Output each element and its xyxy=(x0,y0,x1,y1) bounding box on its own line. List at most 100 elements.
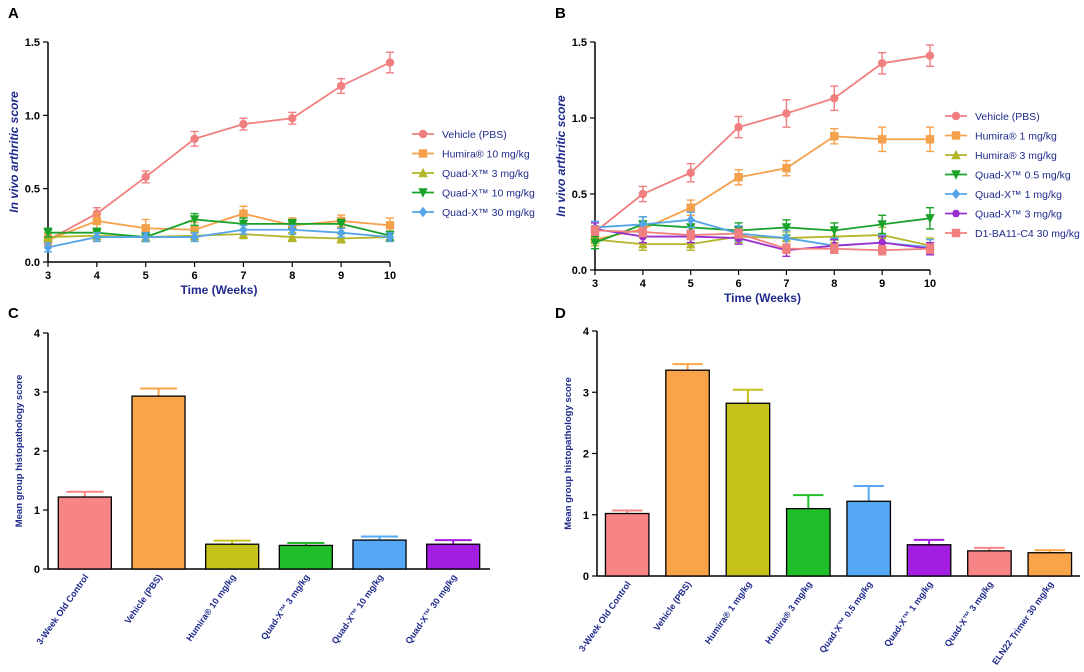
legend-marker xyxy=(418,129,428,139)
category-label: Quad-X™ 3 mg/kg xyxy=(259,572,312,641)
legend-marker xyxy=(951,228,961,238)
legend-label: Vehicle (PBS) xyxy=(975,111,1040,123)
y-tick-label: 2 xyxy=(583,449,589,461)
y-tick-label: 4 xyxy=(34,328,41,340)
data-point xyxy=(686,230,695,240)
category-label: Vehicle (PBS) xyxy=(123,572,164,625)
data-point xyxy=(638,227,648,237)
bar-group: Humira® 3 mg/kg xyxy=(763,494,831,646)
data-point xyxy=(43,242,53,253)
data-point xyxy=(877,135,887,144)
panel-letter-c: C xyxy=(8,305,19,322)
bar xyxy=(57,496,113,570)
data-point xyxy=(190,134,199,143)
chart-b: 3 4 5 6 7 8 9 10 0.0 0.5 1.0 1.5 Time (Weeks) In vivo… xyxy=(554,37,1080,305)
data-point xyxy=(877,220,887,230)
data-point xyxy=(781,223,792,233)
category-label: Humira® 3 mg/kg xyxy=(763,579,814,645)
bar-group: Quad-X™ 30 mg/kg xyxy=(403,539,481,646)
chart-c: 0 1 2 3 4 Mean group histopathology score 3-We… xyxy=(14,328,490,646)
legend-label: Quad-X™ 3 mg/kg xyxy=(442,168,529,180)
data-point xyxy=(190,231,199,243)
data-point xyxy=(686,203,695,212)
bar-group: Vehicle (PBS) xyxy=(123,387,186,626)
legend-marker xyxy=(951,149,961,160)
bar xyxy=(785,507,831,577)
bar xyxy=(665,369,710,577)
x-tick-label: 7 xyxy=(240,270,246,282)
series-line xyxy=(47,233,391,240)
legend-item: Humira® 1 mg/kg xyxy=(945,131,1057,143)
data-point xyxy=(830,94,839,103)
data-point xyxy=(638,189,648,199)
legend-item: Quad-X™ 1 mg/kg xyxy=(945,188,1062,201)
y-tick-label: 1.5 xyxy=(572,37,587,49)
y-tick-label: 2 xyxy=(34,446,40,458)
bar-group: Vehicle (PBS) xyxy=(652,363,710,633)
data-point xyxy=(43,228,53,238)
series-line xyxy=(594,229,931,252)
data-point xyxy=(590,226,600,235)
x-tick-label: 10 xyxy=(384,270,396,282)
legend-item: Quad-X™ 3 mg/kg xyxy=(412,167,529,180)
legend-marker xyxy=(951,188,961,200)
series-line xyxy=(48,218,391,238)
legend-item: Humira® 10 mg/kg xyxy=(412,149,530,161)
bar xyxy=(352,539,407,570)
data-point xyxy=(288,114,297,123)
category-label: 3-Week Old Control xyxy=(34,572,90,646)
bar-group: Quad-X™ 1 mg/kg xyxy=(882,538,952,649)
x-tick-label: 6 xyxy=(192,270,198,282)
y-tick-label: 3 xyxy=(583,387,589,399)
data-point xyxy=(734,122,743,132)
legend-label: Humira® 10 mg/kg xyxy=(442,149,530,161)
data-point xyxy=(336,219,346,230)
series-line xyxy=(47,61,391,241)
legend-label: Quad-X™ 3 mg/kg xyxy=(975,209,1062,221)
data-point xyxy=(925,135,935,144)
legend-label: Humira® 1 mg/kg xyxy=(975,131,1057,143)
data-point xyxy=(287,219,297,230)
x-tick-label: 4 xyxy=(94,270,101,282)
legend-item: Quad-X™ 0.5 mg/kg xyxy=(945,170,1071,182)
legend-marker xyxy=(418,149,428,158)
category-label: Quad-X™ 1 mg/kg xyxy=(882,579,935,648)
data-point xyxy=(782,109,791,118)
data-point xyxy=(590,238,600,248)
data-point xyxy=(686,238,696,249)
data-point xyxy=(239,119,248,129)
data-point xyxy=(877,246,887,255)
bar xyxy=(967,550,1012,577)
y-tick-label: 3 xyxy=(34,387,40,399)
legend-item: Vehicle (PBS) xyxy=(412,129,507,141)
y-tick-label: 1.0 xyxy=(572,113,587,125)
data-point xyxy=(287,231,297,242)
data-point xyxy=(385,231,395,243)
bar-group: Quad-X™ 10 mg/kg xyxy=(330,535,407,646)
y-axis-title: Mean group histopathology score xyxy=(563,377,574,530)
y-tick-label: 0 xyxy=(583,571,589,583)
y-tick-label: 4 xyxy=(583,326,590,338)
y-axis-title: Mean group histopathology score xyxy=(14,375,25,528)
bar-group: Quad-X™ 3 mg/kg xyxy=(259,542,334,642)
category-label: Humira® 10 mg/kg xyxy=(184,572,238,643)
bar xyxy=(846,500,892,577)
category-label: Quad-X™ 10 mg/kg xyxy=(330,572,386,645)
series-5 xyxy=(43,224,395,253)
data-point xyxy=(925,214,935,224)
y-tick-label: 1 xyxy=(34,505,40,517)
data-point xyxy=(830,244,839,253)
y-tick-label: 1.0 xyxy=(25,110,40,122)
x-tick-label: 7 xyxy=(783,278,789,290)
data-point xyxy=(877,59,887,68)
y-tick-label: 1.5 xyxy=(25,37,40,49)
data-point xyxy=(190,225,199,234)
legend-label: Quad-X™ 30 mg/kg xyxy=(442,207,535,219)
data-point xyxy=(288,224,297,235)
y-axis-title: In vivo arthritic score xyxy=(554,95,568,217)
panel-letter-b: B xyxy=(555,5,566,22)
y-tick-label: 0.0 xyxy=(572,265,587,277)
series-line xyxy=(594,228,931,252)
legend-marker xyxy=(951,131,961,140)
data-point xyxy=(189,215,200,225)
